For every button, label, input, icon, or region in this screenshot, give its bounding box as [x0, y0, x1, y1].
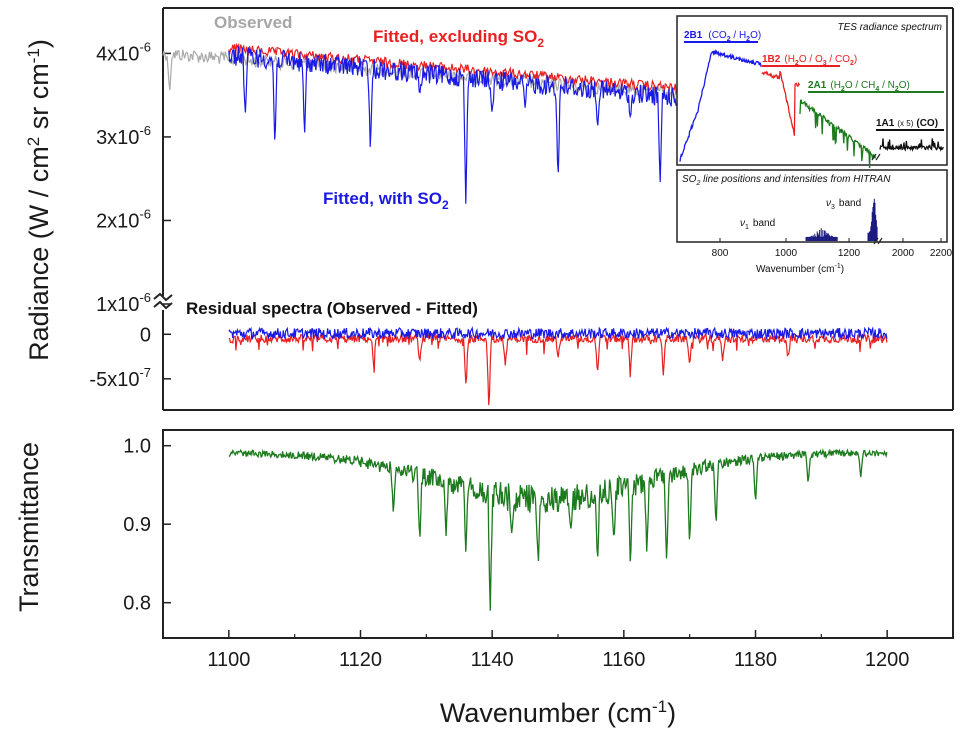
- inset: TES radiance spectrum 2B1 (CO2 / H2O) 1B2…: [676, 15, 953, 275]
- inset-1b2-segment: [761, 70, 800, 136]
- inset-x-tick-label: 2000: [892, 248, 915, 259]
- inset-band-1a1: 1A1 (x 5) (CO): [876, 118, 938, 129]
- inset-x-tick-label: 1000: [775, 248, 798, 259]
- inset-x-tick-label: 2200: [930, 248, 953, 259]
- x-tick-label: 1200: [865, 649, 910, 671]
- inset-band-1b2: 1B2 (H2O / O3 / CO2): [762, 54, 857, 67]
- radiance-y-tick-label: 3x10-6: [96, 123, 151, 149]
- radiance-y-tick-label: 4x10-6: [96, 39, 151, 65]
- fitted-with-so2-label: Fitted, with SO2: [323, 189, 449, 212]
- residual-y-tick-label: 0: [140, 324, 151, 346]
- residual-panel: 0 -5x10-7: [89, 324, 888, 406]
- transmittance-y-tick-label: 1.0: [123, 436, 151, 458]
- x-tick-label: 1160: [602, 649, 645, 671]
- bottom-panel-frame: [162, 429, 954, 639]
- nu3-band-label: ν3 band: [826, 198, 861, 211]
- observed-label: Observed: [214, 13, 292, 32]
- inset-2b1-segment: [679, 48, 763, 162]
- inset-x-ticks: 800 1000 1200 2000 2200: [712, 238, 953, 259]
- top-panel-frame: [153, 7, 954, 411]
- transmittance-y-axis-label: Transmittance: [14, 442, 44, 612]
- radiance-y-tick-label: 2x10-6: [96, 206, 151, 232]
- inset-x-axis-label: Wavenumber (cm-1): [756, 263, 844, 275]
- inset-1a1-segment: [879, 138, 944, 153]
- inset-band-2a1: 2A1 (H2O / CH4 / N2O): [808, 80, 910, 93]
- inset-x-tick-label: 800: [712, 248, 729, 259]
- radiance-y-tick-label: 1x10-6: [96, 290, 151, 316]
- hitran-title: SO2 line positions and intensities from …: [682, 174, 891, 187]
- inset-spectrum: [679, 48, 944, 169]
- hitran-lines: [805, 198, 883, 245]
- transmittance-series: [228, 448, 888, 611]
- x-tick-label: 1180: [734, 649, 777, 671]
- x-tick-label: 1120: [339, 649, 382, 671]
- transmittance-y-tick-label: 0.9: [123, 514, 151, 536]
- hitran-axis-break: [873, 237, 883, 245]
- inset-band-2b1: 2B1 (CO2 / H2O): [684, 30, 761, 43]
- nu1-band-label: ν1 band: [740, 218, 775, 231]
- residual-with-so2-series: [228, 325, 888, 342]
- radiance-y-axis-label: Radiance (W / cm2 sr cm-1): [24, 39, 54, 361]
- x-tick-label: 1100: [207, 649, 250, 671]
- transmittance-y-tick-label: 0.8: [123, 593, 151, 615]
- residual-y-tick-label: -5x10-7: [89, 365, 151, 391]
- residual-excluding-so2-series: [228, 332, 888, 406]
- inset-axis-break: [871, 153, 881, 161]
- x-axis-label: Wavenumber (cm-1): [440, 697, 676, 728]
- inset-title: TES radiance spectrum: [838, 22, 943, 33]
- inset-x-tick-label: 1200: [838, 248, 861, 259]
- residual-title: Residual spectra (Observed - Fitted): [186, 299, 478, 318]
- inset-2a1-segment: [799, 99, 877, 169]
- x-tick-label: 1140: [471, 649, 514, 671]
- fitted-excluding-so2-label: Fitted, excluding SO2: [373, 27, 544, 50]
- transmittance-panel: 1.0 0.9 0.8 1100 1120 1140 1160 1180 1200: [123, 436, 954, 671]
